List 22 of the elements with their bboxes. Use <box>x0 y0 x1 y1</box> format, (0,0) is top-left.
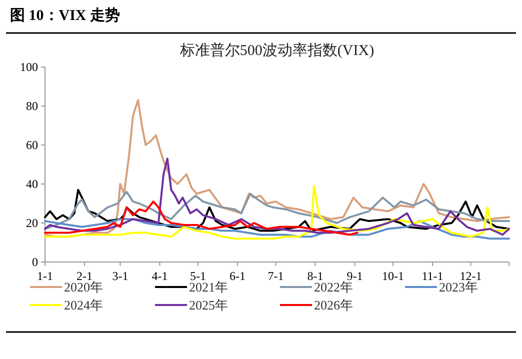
y-tick-label: 20 <box>26 216 38 230</box>
chart-title: 图 10：VIX 走势 <box>10 7 120 24</box>
legend-label: 2024年 <box>64 298 103 313</box>
line-series <box>44 184 510 240</box>
y-tick-label: 0 <box>32 255 38 270</box>
x-tick-label: 7-1 <box>268 269 284 283</box>
line-series <box>44 158 510 236</box>
chart-subtitle: 标准普尔500波动率指数(VIX) <box>178 42 374 59</box>
line-series <box>44 200 358 236</box>
x-tick-label: 6-1 <box>229 269 246 283</box>
x-tick-label: 10-1 <box>382 269 404 283</box>
x-tick-label: 1-1 <box>37 269 53 283</box>
line-series <box>44 99 510 238</box>
y-tick-label: 100 <box>20 60 38 74</box>
legend-label: 2025年 <box>189 298 228 313</box>
y-tick-label: 40 <box>26 177 38 192</box>
x-tick-label: 4-1 <box>152 269 168 283</box>
y-tick-label: 60 <box>26 138 38 152</box>
x-tick-label: 3-1 <box>112 269 128 283</box>
y-tick-label: 80 <box>26 99 38 114</box>
legend-label: 2026年 <box>314 298 353 313</box>
line-series <box>44 218 510 240</box>
